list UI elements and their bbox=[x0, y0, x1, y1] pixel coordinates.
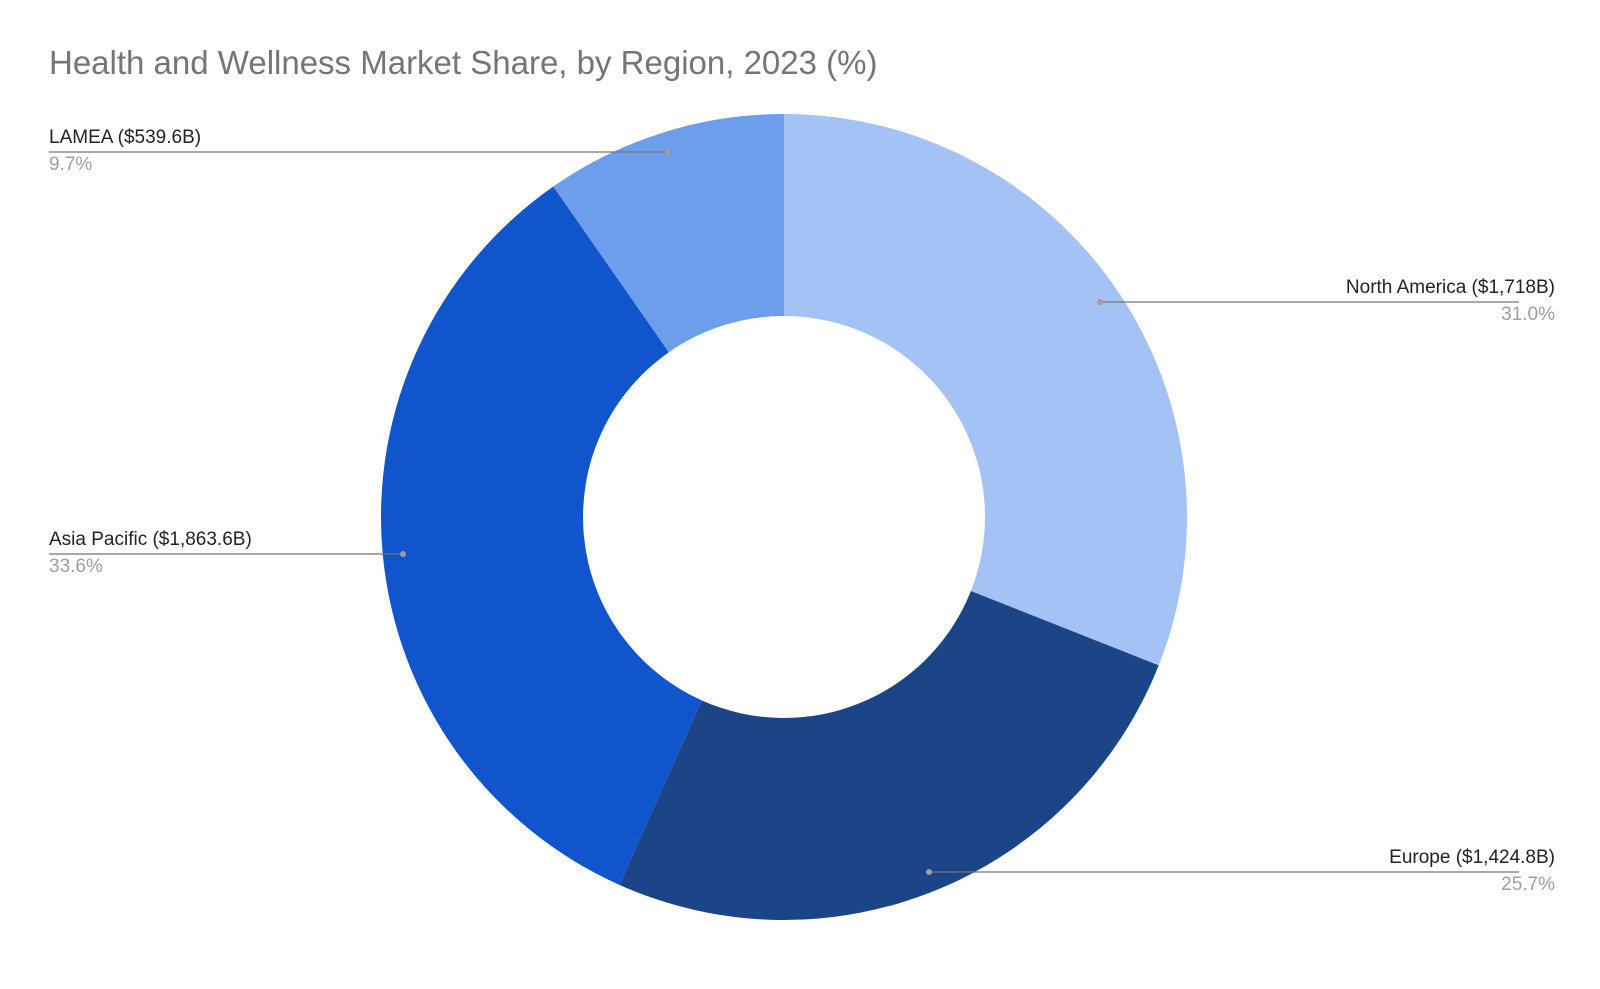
callout-dot-north-america bbox=[1097, 299, 1103, 305]
callout-label-asia-pacific: Asia Pacific ($1,863.6B) 33.6% bbox=[49, 529, 252, 578]
callout-dot-lamea bbox=[665, 149, 671, 155]
donut-slice-asia-pacific bbox=[381, 186, 702, 885]
callout-percent-europe: 25.7% bbox=[1501, 874, 1555, 895]
callout-label-lamea: LAMEA ($539.6B) 9.7% bbox=[49, 127, 201, 176]
callout-label-europe: Europe ($1,424.8B) 25.7% bbox=[1389, 847, 1555, 896]
callout-name-asia-pacific: Asia Pacific ($1,863.6B) bbox=[49, 529, 252, 550]
callout-name-north-america: North America ($1,718B) bbox=[1345, 277, 1555, 298]
callout-percent-asia-pacific: 33.6% bbox=[49, 556, 103, 577]
callout-name-europe: Europe ($1,424.8B) bbox=[1389, 847, 1555, 868]
callout-dot-europe bbox=[926, 869, 932, 875]
callout-percent-north-america: 31.0% bbox=[1501, 304, 1555, 325]
chart-title: Health and Wellness Market Share, by Reg… bbox=[49, 44, 878, 81]
callout-name-lamea: LAMEA ($539.6B) bbox=[49, 127, 202, 148]
callout-label-north-america: North America ($1,718B) 31.0% bbox=[1346, 277, 1555, 326]
donut-slice-europe bbox=[619, 590, 1159, 920]
callout-percent-lamea: 9.7% bbox=[49, 154, 93, 175]
donut-slice-north-america bbox=[784, 114, 1188, 666]
callout-dot-asia-pacific bbox=[400, 551, 406, 557]
donut-slice-lamea bbox=[553, 114, 784, 353]
